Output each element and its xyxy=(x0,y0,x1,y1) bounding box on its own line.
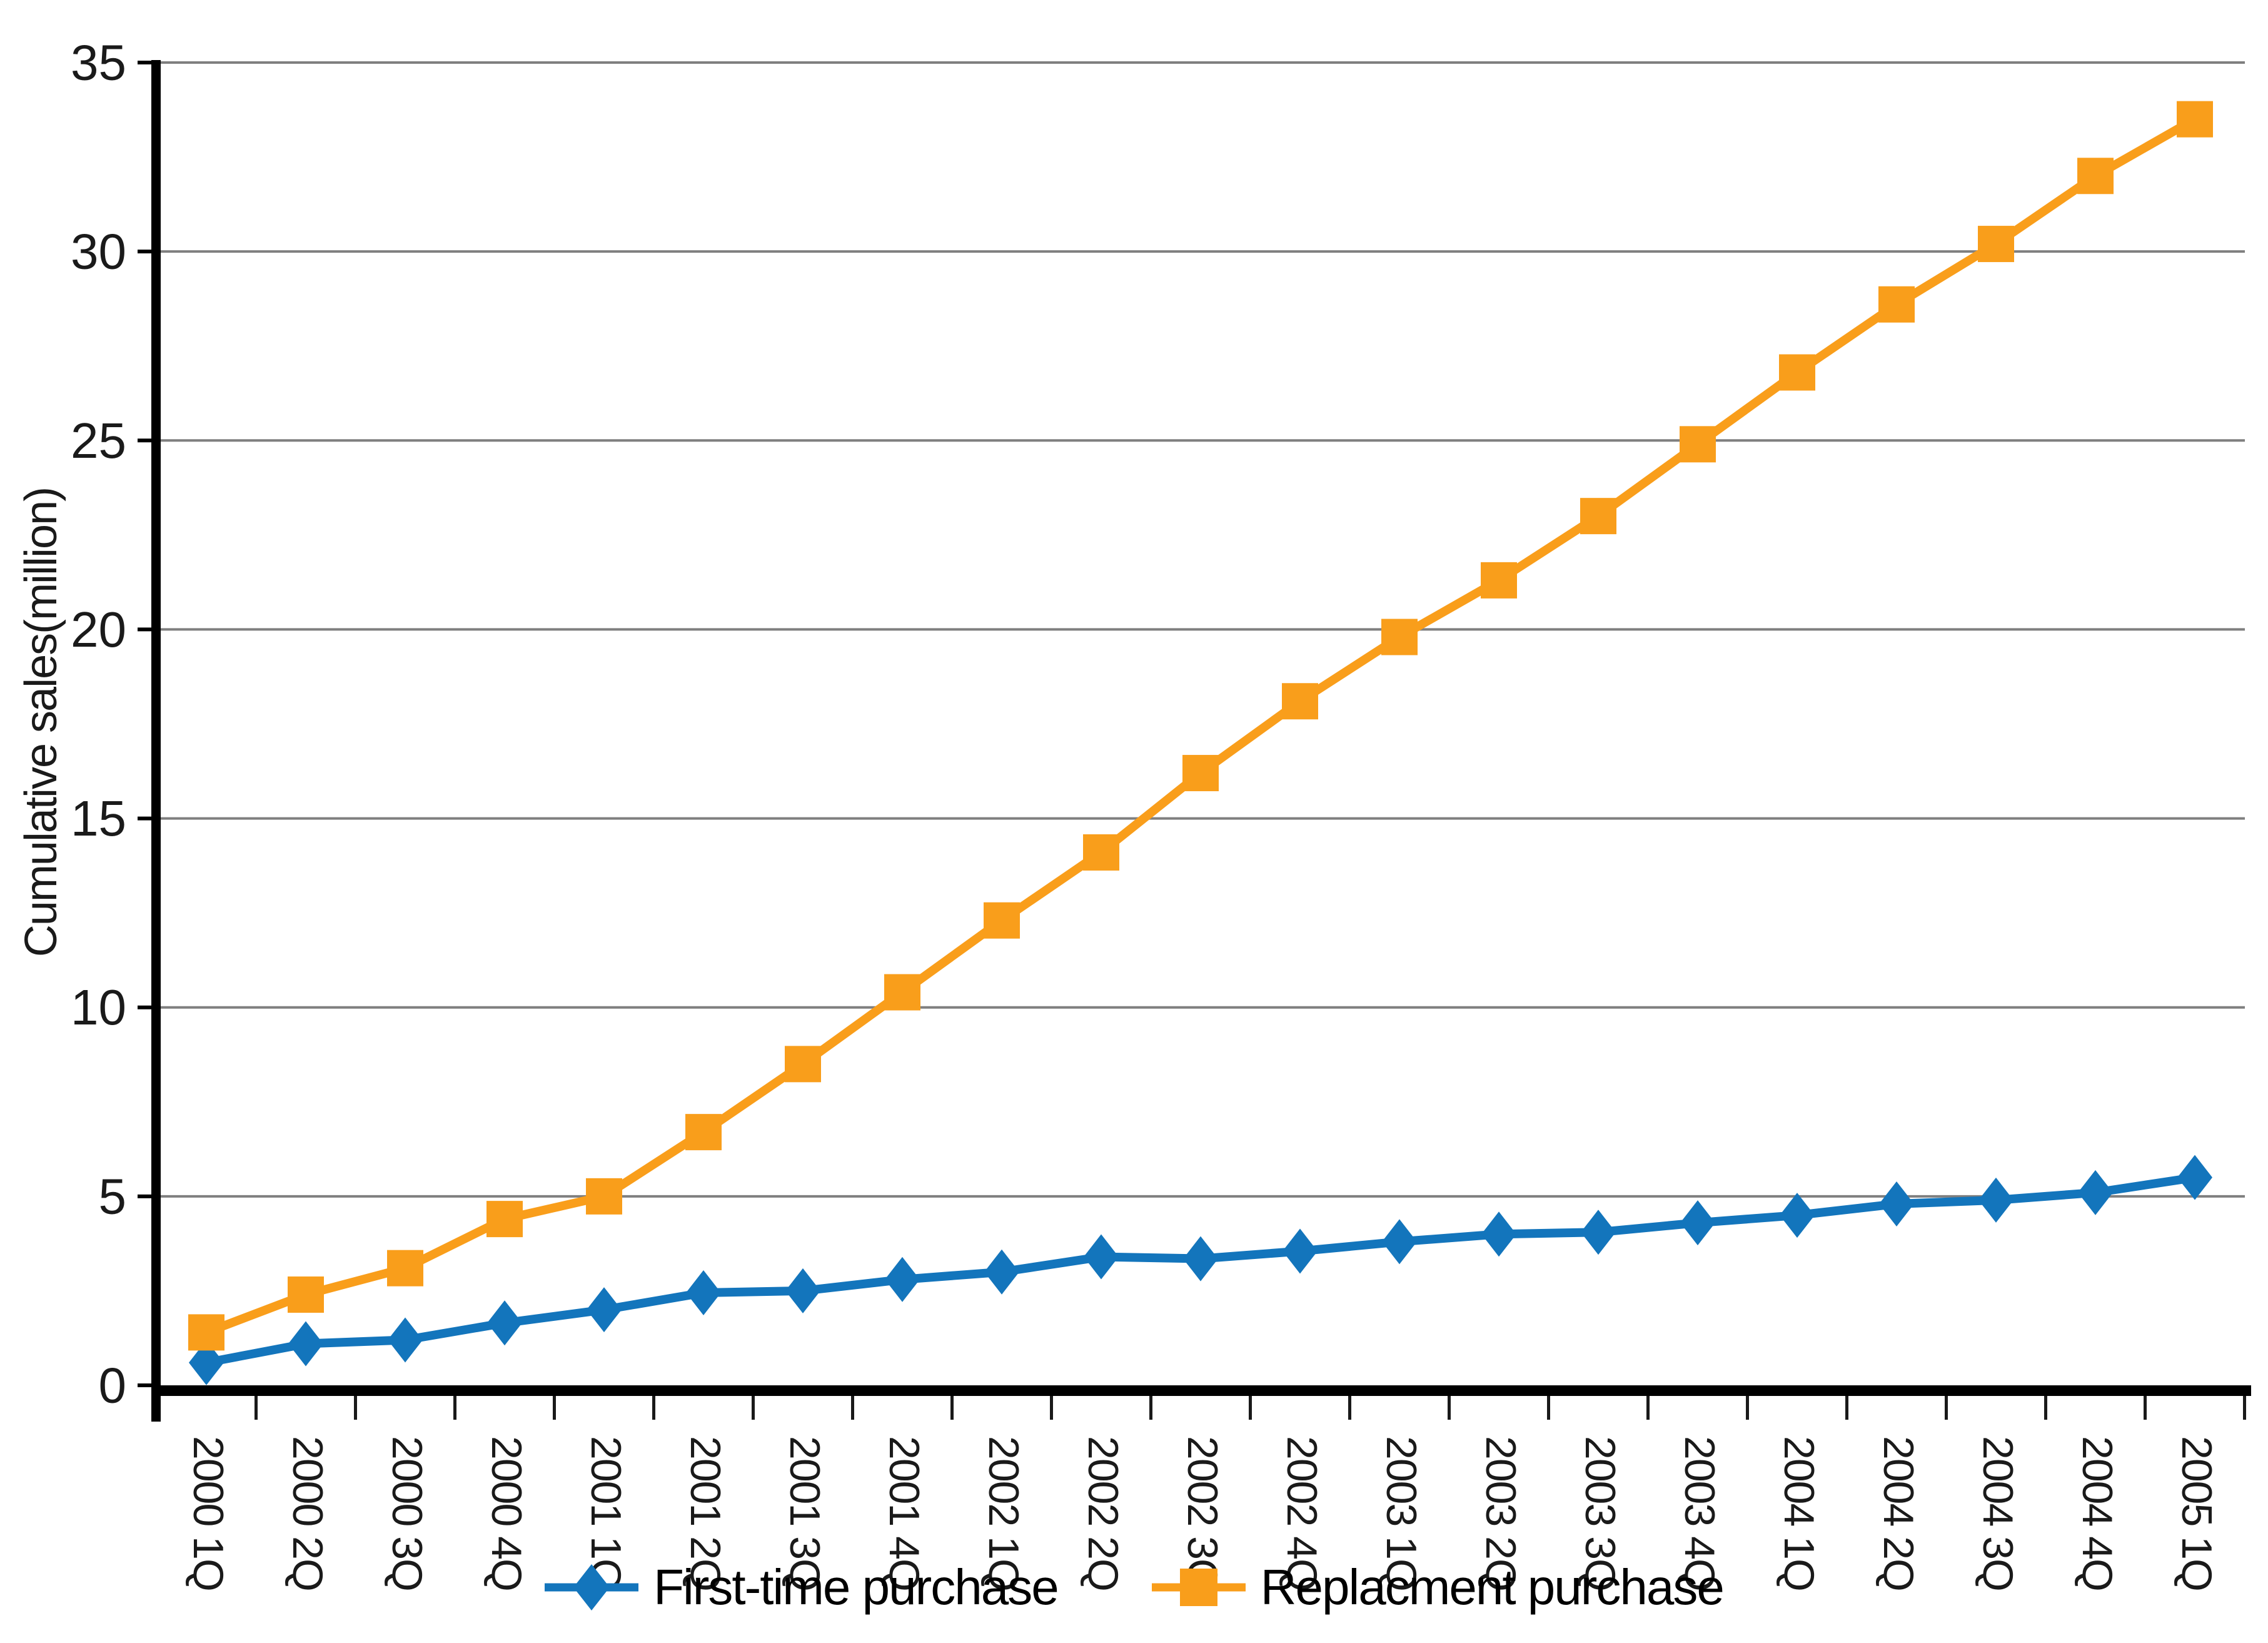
x-tick-label: 2000 2Q xyxy=(284,1436,331,1590)
x-tick-label: 2005 1Q xyxy=(2173,1436,2220,1590)
x-tick-label: 2000 4Q xyxy=(483,1436,530,1590)
x-tick-label: 2004 4Q xyxy=(2074,1436,2121,1590)
x-tick-label: 2001 4Q xyxy=(880,1436,928,1590)
x-axis-line xyxy=(151,1385,2251,1396)
data-point-square xyxy=(785,1046,821,1083)
data-point-diamond xyxy=(1183,1236,1218,1282)
data-point-diamond xyxy=(686,1270,721,1315)
y-tick-label-10: 10 xyxy=(71,979,126,1035)
y-tick-label-35: 35 xyxy=(71,35,126,91)
data-point-square xyxy=(1083,834,1119,871)
data-point-square xyxy=(884,974,920,1011)
data-point-square xyxy=(2077,158,2114,195)
y-tick-label-5: 5 xyxy=(99,1168,127,1224)
data-point-diamond xyxy=(1680,1200,1715,1246)
data-point-square xyxy=(1978,226,2014,263)
data-point-diamond xyxy=(1481,1211,1516,1257)
x-tick-label: 2001 3Q xyxy=(781,1436,829,1590)
legend-label-replacement: Replacment purchase xyxy=(1260,1559,1725,1615)
y-tick-label-30: 30 xyxy=(71,224,126,280)
data-point-diamond xyxy=(1581,1210,1616,1255)
data-point-diamond xyxy=(2177,1155,2212,1200)
data-point-square xyxy=(188,1314,224,1351)
data-point-square xyxy=(1282,683,1318,720)
data-point-square xyxy=(1182,755,1219,792)
y-tick-label-0: 0 xyxy=(99,1358,127,1413)
x-tick-label: 2002 2Q xyxy=(1079,1436,1127,1590)
data-point-diamond xyxy=(1084,1234,1119,1280)
data-point-square xyxy=(486,1201,523,1238)
diamond-marker-icon xyxy=(545,1564,639,1610)
y-axis-title: Cumulative sales(million) xyxy=(16,487,66,958)
data-point-diamond xyxy=(388,1317,423,1363)
x-tick-label: 2001 2Q xyxy=(682,1436,729,1590)
data-point-diamond xyxy=(785,1268,820,1313)
data-point-diamond xyxy=(1780,1193,1815,1238)
x-tick-label: 2004 3Q xyxy=(1974,1436,2022,1590)
data-point-square xyxy=(1381,619,1418,655)
square-marker-icon xyxy=(1151,1569,1246,1606)
y-tick-label-15: 15 xyxy=(71,791,126,846)
data-point-square xyxy=(1779,354,1815,391)
data-point-square xyxy=(387,1250,423,1287)
legend-item-replacement: Replacment purchase xyxy=(1151,1556,1725,1619)
data-point-diamond xyxy=(1879,1181,1914,1226)
data-point-diamond xyxy=(587,1287,622,1333)
x-tick-label: 2004 2Q xyxy=(1875,1436,1922,1590)
legend: First-time purchase Replacment purchase xyxy=(0,1556,2268,1619)
x-tick-label: 2000 3Q xyxy=(383,1436,431,1590)
x-tick-label: 2003 2Q xyxy=(1477,1436,1525,1590)
x-tick-label: 2002 1Q xyxy=(980,1436,1027,1590)
x-tick-label: 2004 1Q xyxy=(1775,1436,1823,1590)
data-point-square xyxy=(685,1114,722,1151)
data-point-diamond xyxy=(1382,1219,1417,1265)
data-point-square xyxy=(984,902,1020,939)
x-tick-label: 2001 1Q xyxy=(582,1436,630,1590)
legend-label-first-time: First-time purchase xyxy=(653,1559,1059,1615)
data-point-diamond xyxy=(288,1321,323,1367)
data-point-diamond xyxy=(984,1249,1019,1295)
x-tick-label: 2002 4Q xyxy=(1278,1436,1326,1590)
y-tick-label-20: 20 xyxy=(71,602,126,657)
data-point-square xyxy=(1680,426,1716,463)
data-point-diamond xyxy=(1978,1177,2013,1223)
x-tick-label: 2000 1Q xyxy=(184,1436,232,1590)
x-tick-label: 2002 3Q xyxy=(1179,1436,1226,1590)
x-tick-label: 2003 1Q xyxy=(1378,1436,1425,1590)
x-tick-label: 2003 4Q xyxy=(1676,1436,1723,1590)
y-tick-label-25: 25 xyxy=(71,413,126,468)
data-point-diamond xyxy=(487,1300,522,1346)
data-point-diamond xyxy=(885,1256,920,1302)
data-point-diamond xyxy=(2078,1170,2113,1215)
data-point-diamond xyxy=(1283,1228,1318,1274)
data-point-square xyxy=(1580,498,1616,535)
x-tick-label: 2003 3Q xyxy=(1576,1436,1624,1590)
data-point-diamond xyxy=(189,1340,224,1385)
y-axis-line xyxy=(151,60,161,1422)
legend-item-first-time: First-time purchase xyxy=(545,1556,1059,1619)
data-point-square xyxy=(288,1276,324,1313)
data-point-square xyxy=(2177,101,2213,138)
data-point-square xyxy=(1481,562,1517,599)
data-point-square xyxy=(1878,286,1915,323)
data-point-square xyxy=(586,1178,622,1215)
